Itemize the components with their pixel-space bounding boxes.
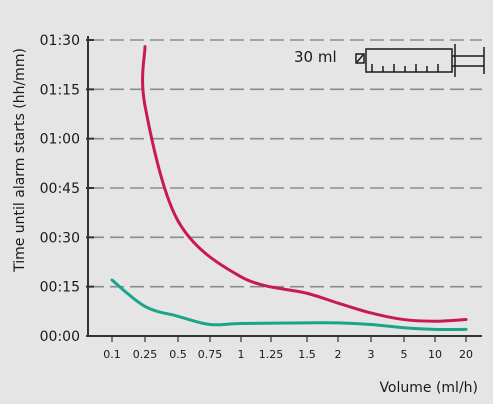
y-tick-label: 01:15 — [40, 82, 80, 98]
y-tick-label: 00:30 — [40, 230, 80, 246]
x-tick-label: 10 — [428, 348, 442, 361]
x-tick-label: 1 — [238, 348, 245, 361]
y-tick-label: 00:45 — [40, 181, 80, 197]
series-group — [110, 45, 468, 332]
y-tick-label: 01:00 — [40, 132, 80, 148]
y-tick-label: 00:00 — [40, 329, 80, 345]
x-tick-label: 0.75 — [198, 348, 223, 361]
y-tick-label: 00:15 — [40, 280, 80, 296]
y-axis: 00:00 00:15 00:30 00:45 01:00 01:15 01:30 — [40, 33, 94, 345]
x-tick-label: 0.5 — [169, 348, 187, 361]
x-axis-title: Volume (ml/h) — [379, 380, 478, 396]
syringe-volume-label: 30 ml — [294, 48, 337, 66]
x-tick-label: 1.5 — [298, 348, 316, 361]
x-tick-label: 0.25 — [133, 348, 158, 361]
x-axis: 0.1 0.25 0.5 0.75 1 1.25 1.5 2 3 5 10 20 — [87, 36, 482, 361]
x-tick-label: 1.25 — [259, 348, 284, 361]
syringe-icon — [355, 44, 485, 77]
x-tick-label: 3 — [368, 348, 375, 361]
x-tick-label: 2 — [335, 348, 342, 361]
x-tick-label: 0.1 — [103, 348, 121, 361]
series-line — [141, 45, 468, 323]
x-tick-label: 20 — [459, 348, 473, 361]
series-line — [110, 278, 468, 332]
x-tick-label: 5 — [401, 348, 408, 361]
y-tick-label: 01:30 — [40, 33, 80, 49]
y-axis-title: Time until alarm starts (hh/mm) — [12, 48, 28, 273]
